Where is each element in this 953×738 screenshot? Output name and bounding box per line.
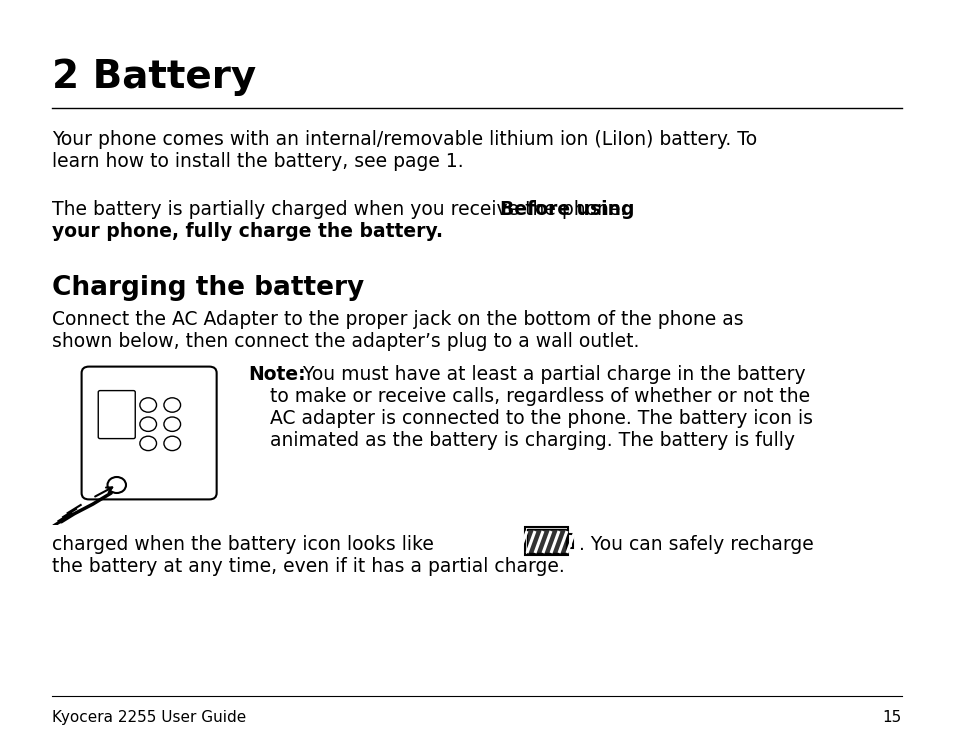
Circle shape <box>164 398 180 413</box>
Circle shape <box>108 477 126 493</box>
Text: animated as the battery is charging. The battery is fully: animated as the battery is charging. The… <box>270 431 794 450</box>
Bar <box>526 529 565 553</box>
Text: You must have at least a partial charge in the battery: You must have at least a partial charge … <box>297 365 805 384</box>
FancyBboxPatch shape <box>82 367 216 500</box>
Text: the battery at any time, even if it has a partial charge.: the battery at any time, even if it has … <box>52 557 564 576</box>
FancyBboxPatch shape <box>98 390 135 438</box>
Text: Note:: Note: <box>248 365 305 384</box>
Bar <box>567 534 573 548</box>
Circle shape <box>164 417 180 432</box>
Polygon shape <box>89 373 209 493</box>
Text: Charging the battery: Charging the battery <box>52 275 364 301</box>
Text: your phone, fully charge the battery.: your phone, fully charge the battery. <box>52 222 442 241</box>
Text: learn how to install the battery, see page 1.: learn how to install the battery, see pa… <box>52 152 463 171</box>
Circle shape <box>164 436 180 451</box>
Text: Kyocera 2255 User Guide: Kyocera 2255 User Guide <box>52 710 246 725</box>
Circle shape <box>140 436 156 451</box>
Text: Connect the AC Adapter to the proper jack on the bottom of the phone as: Connect the AC Adapter to the proper jac… <box>52 310 742 329</box>
Text: 15: 15 <box>882 710 901 725</box>
Bar <box>526 529 565 553</box>
Text: shown below, then connect the adapter’s plug to a wall outlet.: shown below, then connect the adapter’s … <box>52 332 639 351</box>
Text: to make or receive calls, regardless of whether or not the: to make or receive calls, regardless of … <box>270 387 809 406</box>
Text: . You can safely recharge: . You can safely recharge <box>578 535 813 554</box>
Text: AC adapter is connected to the phone. The battery icon is: AC adapter is connected to the phone. Th… <box>270 409 812 428</box>
Circle shape <box>140 398 156 413</box>
Bar <box>524 527 567 555</box>
Circle shape <box>140 417 156 432</box>
Text: charged when the battery icon looks like: charged when the battery icon looks like <box>52 535 434 554</box>
Text: The battery is partially charged when you receive the phone.: The battery is partially charged when yo… <box>52 200 632 219</box>
Text: Your phone comes with an internal/removable lithium ion (LiIon) battery. To: Your phone comes with an internal/remova… <box>52 130 757 149</box>
Text: Before using: Before using <box>499 200 634 219</box>
Text: 2 Battery: 2 Battery <box>52 58 256 96</box>
